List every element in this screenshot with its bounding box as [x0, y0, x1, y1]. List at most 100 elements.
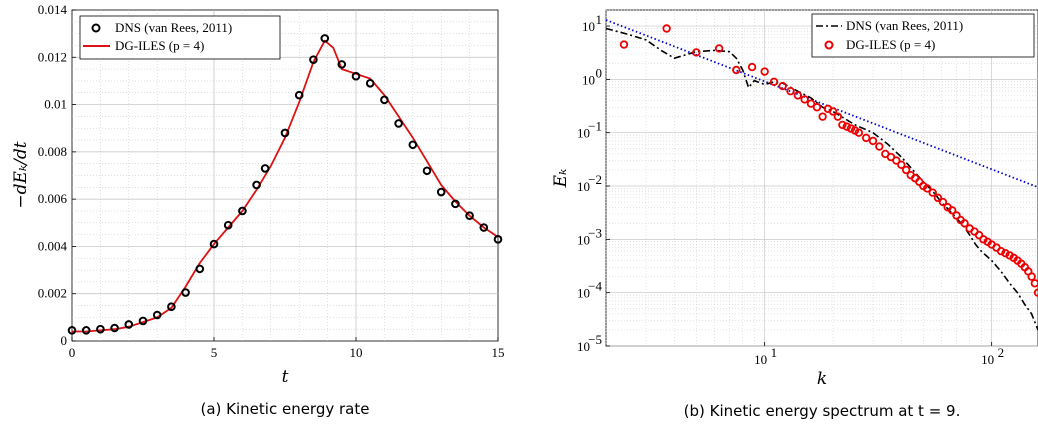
dgiles-point-b	[806, 99, 816, 108]
panel-b-ylabel: Eₖ	[551, 169, 571, 189]
dns-point-a	[436, 187, 446, 197]
dns-point-a	[365, 78, 375, 88]
panel-b-xlabel: k	[817, 369, 827, 389]
dgiles-point-b	[732, 65, 741, 75]
dgiles-point-b	[833, 112, 843, 121]
tick-label-b-y: 10	[577, 286, 590, 301]
panel-b-frame	[605, 9, 1038, 347]
dgiles-point-b	[1001, 248, 1010, 258]
tick-label-b-y: 10	[577, 126, 590, 141]
dns-point-a	[96, 324, 105, 334]
legend-a-dns-marker	[91, 23, 101, 33]
dgiles-line-a	[72, 39, 499, 333]
tick-label-a-y: 0.004	[38, 238, 68, 253]
dgiles-point-b	[996, 246, 1006, 256]
dns-point-a	[81, 326, 91, 335]
dns-point-a	[337, 60, 347, 69]
panel-a-grid	[72, 10, 498, 341]
panel-a-kinetic-energy-rate: 0 5 10 15 0 0.002 0.004 0.006 0.008 0.01 0.012 0.01…	[11, 2, 505, 418]
tick-label-a-y: 0	[61, 333, 68, 348]
tick-label-a-x: 0	[69, 345, 76, 360]
tick-label-a-y: 0.008	[38, 144, 67, 159]
panel-a-caption: (a) Kinetic energy rate	[201, 400, 370, 418]
dns-point-a	[422, 166, 432, 176]
dgiles-point-b	[786, 87, 795, 96]
panel-a-ylabel: −dEₖ/dt	[11, 141, 31, 208]
dgiles-point-b	[868, 136, 878, 146]
dgiles-point-b	[619, 40, 629, 49]
tick-label-b-y-exp: −5	[588, 332, 602, 347]
dns-point-a	[223, 220, 233, 230]
dns-line-b	[605, 27, 1038, 331]
dns-point-a	[167, 302, 176, 312]
tick-label-a-x: 5	[211, 345, 218, 360]
dns-point-a	[152, 310, 162, 320]
dns-point-a	[351, 71, 361, 81]
dns-point-a	[408, 140, 418, 150]
dgiles-point-b	[793, 91, 803, 100]
legend-b-dgiles-marker	[824, 40, 834, 50]
legend-b-dns-label: DNS (van Rees, 2011)	[846, 18, 963, 33]
dns-point-a	[280, 128, 290, 138]
dns-point-a	[320, 34, 330, 43]
dgiles-point-b	[947, 206, 957, 215]
tick-label-a-x: 15	[492, 345, 505, 360]
panel-a-tick-labels: 0 5 10 15 0 0.002 0.004 0.006 0.008 0.01 0.012 0.01…	[38, 2, 505, 360]
tick-label-b-y: 10	[577, 339, 590, 354]
dgiles-point-b	[692, 48, 701, 57]
panel-b-grid	[605, 9, 1038, 347]
legend-a-dns-label: DNS (van Rees, 2011)	[115, 20, 232, 35]
dns-point-a	[451, 199, 460, 209]
tick-label-b-x: 10	[981, 352, 994, 367]
dgiles-point-b	[747, 62, 757, 72]
dgiles-point-b	[846, 124, 856, 133]
dgiles-point-b	[818, 112, 827, 121]
panel-a-xlabel: t	[282, 367, 289, 387]
dns-point-a	[238, 206, 247, 216]
legend-b-dgiles-label: DG-ILES (p = 4)	[846, 37, 935, 52]
dgiles-point-b	[897, 160, 906, 170]
dgiles-point-b	[928, 188, 937, 197]
dns-point-a	[209, 239, 219, 249]
tick-label-b-x-exp: 1	[771, 345, 778, 360]
tick-label-a-y: 0.01	[44, 97, 67, 112]
dns-point-a	[67, 326, 77, 335]
dns-point-a	[260, 164, 270, 173]
panel-a-series	[67, 34, 503, 335]
dgiles-point-b	[662, 24, 671, 33]
dgiles-point-b	[938, 197, 948, 207]
panel-a-legend-box	[79, 15, 281, 60]
dgiles-point-b	[760, 67, 769, 76]
dgiles-point-b	[875, 142, 884, 151]
dns-point-a	[479, 223, 489, 232]
dgiles-point-b	[974, 230, 984, 240]
dns-point-a	[493, 235, 503, 244]
tick-label-b-y-exp: −4	[588, 279, 602, 294]
tick-label-b-x: 10	[754, 352, 767, 367]
panel-a-legend: DNS (van Rees, 2011) DG-ILES (p = 4)	[79, 15, 281, 60]
dgiles-point-b	[812, 103, 822, 112]
tick-label-b-y: 10	[582, 19, 595, 34]
dgiles-point-b	[842, 122, 851, 131]
dgiles-point-b	[1027, 272, 1036, 281]
dgiles-point-b	[838, 120, 847, 130]
panel-b-legend: DNS (van Rees, 2011) DG-ILES (p = 4)	[811, 13, 1035, 58]
dns-point-a	[309, 55, 318, 64]
tick-label-b-y-exp: 0	[596, 65, 603, 80]
dgiles-point-b	[933, 193, 943, 203]
tick-label-a-y: 0.012	[38, 49, 67, 64]
tick-label-b-y: 10	[577, 179, 590, 194]
dns-point-a	[294, 90, 304, 100]
tick-label-b-y-exp: −3	[588, 225, 602, 240]
dns-point-a	[195, 264, 205, 274]
dns-point-a	[465, 211, 474, 220]
tick-label-b-y: 10	[577, 232, 590, 247]
tick-label-b-y-exp: −1	[588, 119, 602, 134]
dgiles-point-b	[892, 156, 901, 165]
dgiles-point-b	[922, 184, 932, 193]
dgiles-point-b	[778, 81, 787, 91]
dns-point-a	[394, 119, 403, 128]
